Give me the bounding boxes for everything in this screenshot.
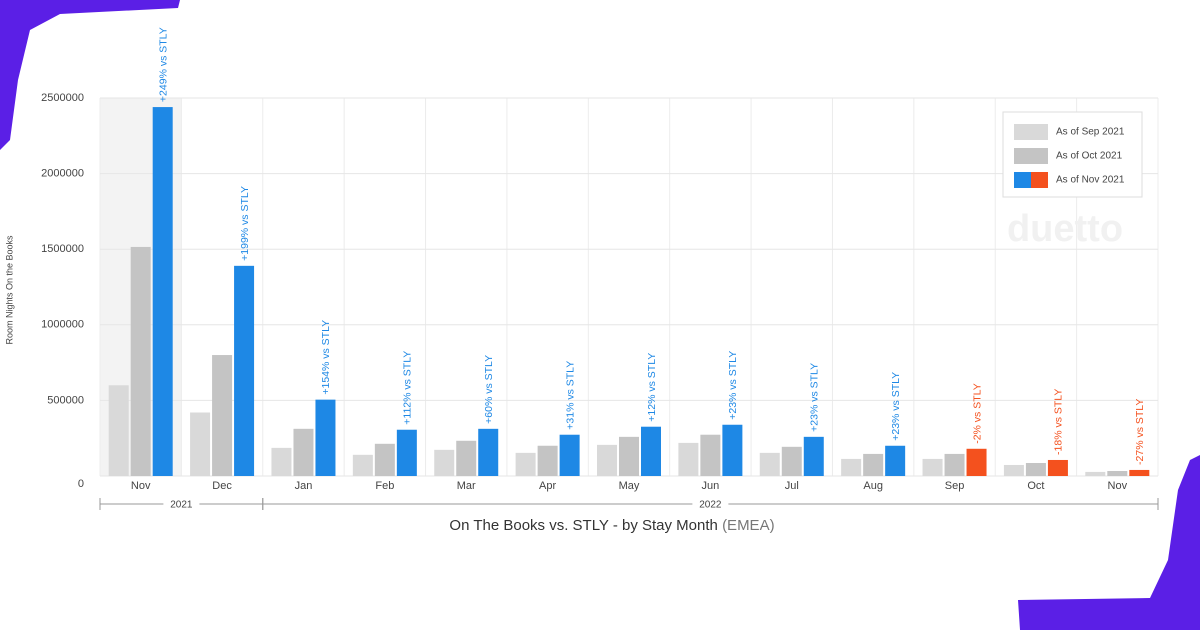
bar	[619, 436, 639, 476]
bar	[1129, 469, 1150, 476]
group-label-bg	[692, 497, 729, 511]
x-tick-label: Sep	[945, 480, 965, 492]
bar	[966, 448, 987, 476]
title-main: On The Books vs. STLY - by Stay Month	[449, 517, 717, 534]
bar	[759, 452, 780, 476]
bar	[271, 447, 292, 476]
bar	[781, 446, 802, 476]
bar-annotation: +199% vs STLY	[239, 186, 251, 261]
bar	[352, 454, 373, 476]
x-tick-label: Nov	[131, 480, 151, 492]
bar-annotation: -18% vs STLY	[1053, 389, 1065, 455]
bar-annotation: +23% vs STLY	[890, 372, 902, 441]
bar	[456, 440, 477, 476]
bar	[700, 434, 721, 476]
x-tick-label: Nov	[1108, 480, 1128, 492]
bar	[803, 436, 824, 476]
bar	[841, 458, 862, 476]
bar	[537, 445, 558, 476]
bar	[515, 452, 536, 476]
title-region: (EMEA)	[722, 517, 775, 534]
bar	[190, 412, 211, 476]
x-tick-label: Apr	[539, 480, 556, 492]
bar	[641, 426, 661, 476]
group-label: 2022	[699, 500, 722, 511]
bar	[1047, 459, 1068, 476]
bar	[212, 355, 233, 476]
bar	[434, 449, 455, 476]
bar	[478, 428, 499, 476]
x-tick-label: Jun	[702, 480, 720, 492]
bar	[678, 442, 699, 476]
bar	[597, 444, 617, 476]
bar	[559, 434, 580, 476]
legend-label: As of Oct 2021	[1056, 151, 1123, 162]
x-tick-label: Dec	[212, 480, 232, 492]
x-tick-label: Feb	[375, 480, 394, 492]
bar	[863, 453, 884, 476]
y-tick-label: 2000000	[41, 168, 84, 180]
bar	[130, 246, 151, 476]
bar	[152, 107, 173, 477]
bar-annotation: -2% vs STLY	[971, 383, 983, 444]
bar	[1025, 462, 1046, 476]
bar	[234, 265, 255, 476]
y-tick-label: 1500000	[41, 243, 84, 255]
bar	[315, 399, 336, 476]
decor-brush	[1018, 455, 1200, 630]
legend-label: As of Nov 2021	[1056, 175, 1125, 186]
decor-brush	[0, 0, 180, 150]
group-label-bg	[163, 497, 200, 511]
bar-annotation: +112% vs STLY	[402, 351, 414, 425]
x-tick-label: Mar	[457, 480, 476, 492]
bar	[374, 443, 395, 476]
group-label: 2021	[170, 500, 193, 511]
legend-label: As of Sep 2021	[1056, 127, 1125, 138]
bar	[885, 445, 906, 476]
bar-annotation: +23% vs STLY	[809, 363, 821, 432]
bar-annotation: +60% vs STLY	[483, 355, 495, 424]
y-axis-label: Room Nights On the Books	[4, 235, 14, 345]
watermark: duetto	[1007, 208, 1123, 250]
bar	[396, 429, 417, 476]
bar-annotation: +23% vs STLY	[727, 351, 739, 420]
x-tick-label: May	[619, 480, 640, 492]
bar	[1085, 471, 1106, 476]
bar	[944, 453, 965, 476]
y-tick-label: 2500000	[41, 92, 84, 104]
bar	[722, 424, 743, 476]
bar-annotation: +154% vs STLY	[320, 320, 332, 395]
legend-swatch	[1014, 172, 1031, 188]
legend-swatch	[1014, 148, 1048, 164]
bar-annotation: +12% vs STLY	[646, 353, 658, 422]
legend-swatch	[1014, 124, 1048, 140]
chart-title: On The Books vs. STLY - by Stay Month (E…	[449, 517, 774, 534]
y-tick-label: 1000000	[41, 319, 84, 331]
y-tick-label: 0	[78, 478, 84, 490]
bar	[293, 428, 314, 476]
x-tick-label: Jan	[295, 480, 313, 492]
bar	[1107, 471, 1128, 476]
bar	[1003, 464, 1024, 476]
legend-swatch	[1031, 172, 1048, 188]
y-tick-label: 500000	[47, 394, 84, 406]
x-tick-label: Jul	[785, 480, 799, 492]
bar	[922, 458, 943, 476]
bar-annotation: +249% vs STLY	[157, 27, 169, 102]
x-tick-label: Aug	[863, 480, 883, 492]
bar-annotation: +31% vs STLY	[564, 361, 576, 430]
bar-annotation: -27% vs STLY	[1134, 399, 1146, 465]
bar	[108, 385, 129, 476]
x-tick-label: Oct	[1027, 480, 1044, 492]
